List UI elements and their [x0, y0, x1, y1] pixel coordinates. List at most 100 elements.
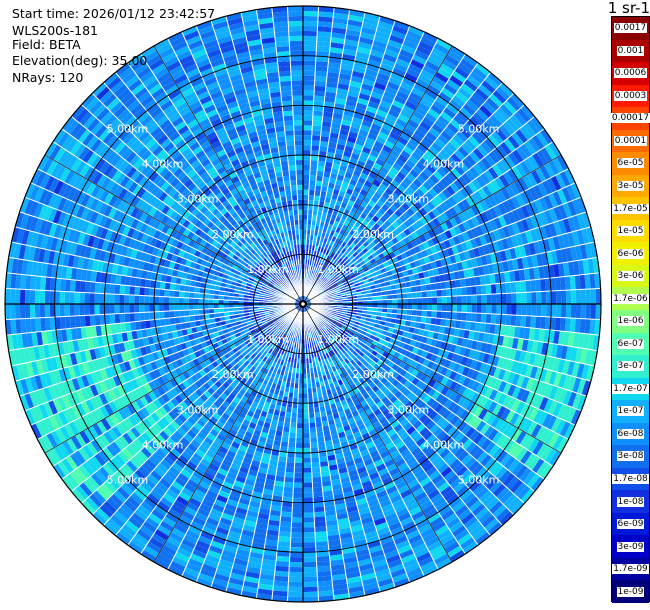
- range-gate: [421, 310, 427, 317]
- range-gate: [352, 534, 366, 543]
- range-gate: [502, 382, 512, 395]
- range-gate: [343, 249, 350, 257]
- range-gate: [336, 263, 342, 269]
- range-gate: [94, 382, 104, 395]
- range-gate: [544, 144, 557, 160]
- range-gate: [530, 169, 542, 185]
- range-gate: [303, 522, 315, 528]
- range-gate: [306, 373, 311, 379]
- range-gate: [111, 473, 124, 487]
- range-gate: [421, 444, 433, 455]
- range-gate: [453, 372, 462, 383]
- range-gate: [95, 507, 111, 522]
- range-gate: [118, 408, 129, 421]
- range-gate: [281, 501, 293, 508]
- range-gate: [565, 345, 573, 361]
- range-gate: [396, 184, 407, 194]
- range-gate: [213, 573, 230, 583]
- range-gate: [545, 278, 551, 292]
- range-gate: [477, 331, 485, 343]
- range-gate: [318, 155, 327, 162]
- range-gate: [317, 575, 333, 582]
- range-gate: [458, 346, 467, 357]
- range-gate: [303, 457, 312, 463]
- range-gate: [178, 382, 187, 392]
- range-gate: [246, 356, 254, 364]
- range-gate: [275, 560, 290, 567]
- range-gate: [134, 508, 149, 521]
- range-gate: [464, 321, 471, 331]
- range-gate: [493, 366, 502, 379]
- range-gate: [260, 457, 270, 465]
- range-gate: [447, 195, 458, 207]
- range-gate: [507, 152, 520, 167]
- range-gate: [408, 534, 423, 545]
- range-gate: [331, 337, 337, 343]
- range-gate: [294, 383, 299, 389]
- range-gate: [379, 535, 394, 545]
- range-gate: [449, 45, 466, 59]
- range-gate: [444, 378, 454, 389]
- range-gate: [487, 194, 498, 208]
- range-gate: [435, 152, 447, 164]
- range-gate: [247, 469, 259, 477]
- range-gate: [262, 488, 274, 496]
- range-gate: [419, 234, 427, 244]
- range-gate: [390, 568, 407, 578]
- range-gate: [506, 396, 517, 410]
- range-gate: [377, 307, 383, 313]
- range-gate: [294, 457, 303, 463]
- range-gate: [69, 470, 83, 486]
- range-gate: [330, 563, 345, 571]
- range-gate: [501, 357, 510, 370]
- range-gate: [416, 334, 423, 343]
- range-gate: [391, 289, 397, 295]
- range-gate: [242, 435, 252, 444]
- range-gate: [450, 152, 462, 165]
- range-gate: [303, 105, 314, 111]
- range-gate: [290, 377, 296, 384]
- range-gate: [320, 415, 328, 422]
- range-gate: [288, 581, 303, 588]
- range-gate: [258, 324, 265, 329]
- range-gate: [349, 235, 357, 243]
- range-gate: [192, 400, 202, 410]
- range-gate: [460, 83, 475, 96]
- range-gate: [460, 512, 475, 525]
- range-gate: [341, 419, 350, 427]
- range-gate: [466, 74, 482, 88]
- range-gate: [355, 51, 370, 60]
- range-gate: [419, 120, 432, 132]
- range-gate: [251, 347, 258, 354]
- range-gate: [416, 454, 429, 465]
- range-gate: [323, 171, 331, 178]
- range-gate: [402, 189, 412, 199]
- range-gate: [310, 165, 318, 171]
- range-gate: [397, 271, 404, 279]
- range-gate: [377, 428, 387, 438]
- range-gate: [497, 392, 508, 406]
- range-gate: [155, 447, 167, 460]
- range-gate: [515, 447, 528, 462]
- range-gate: [335, 249, 341, 256]
- range-gate: [422, 304, 428, 311]
- range-gate: [447, 401, 458, 413]
- range-gate: [462, 123, 476, 136]
- range-gate: [332, 412, 340, 420]
- range-gate: [349, 319, 355, 324]
- range-gate: [570, 182, 582, 199]
- range-gate: [411, 191, 422, 201]
- range-gate: [315, 546, 329, 552]
- range-gate: [252, 455, 262, 463]
- range-gate: [353, 539, 368, 547]
- range-gate: [384, 424, 394, 434]
- range-gate: [144, 404, 155, 415]
- range-gate: [525, 315, 532, 328]
- range-gate: [289, 561, 303, 568]
- range-gate: [193, 544, 209, 555]
- range-gate: [395, 118, 408, 128]
- range-gate: [415, 228, 424, 237]
- range-gate: [426, 304, 433, 311]
- range-gate: [327, 147, 337, 154]
- range-gate: [570, 346, 578, 362]
